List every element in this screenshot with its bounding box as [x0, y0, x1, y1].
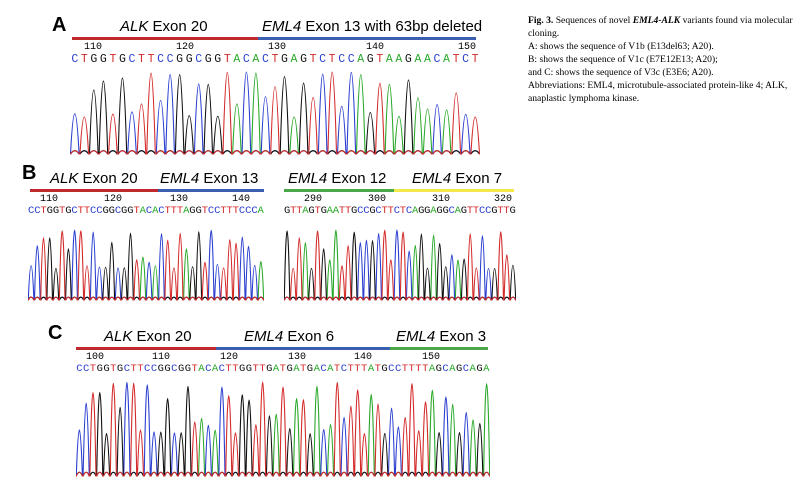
panel-c-alk-bar	[76, 347, 216, 350]
panel-a-letter: A	[52, 14, 67, 36]
panel-c-eml4-exon3-bar	[390, 347, 488, 350]
panel-a-pos-110: 110	[84, 42, 103, 53]
panel-b-left-sequence: CCTGGTGCTTCCGGCGGTACACTTTAGGTCCTTTCCCA	[28, 205, 264, 217]
panel-a-alk-label: ALK Exon 20	[120, 18, 208, 35]
panel-b-letter: B	[22, 162, 37, 184]
panel-b-eml4-exon13-label: EML4 Exon 13	[160, 170, 259, 187]
panel-c-eml4-exon3-label: EML4 Exon 3	[396, 328, 487, 345]
panel-b-eml4-exon12-label: EML4 Exon 12	[288, 170, 387, 187]
trace-t	[70, 71, 480, 155]
trace-t	[28, 230, 264, 301]
panel-c-pos-110: 110	[152, 352, 171, 363]
panel-c-sequence: CCTGGTGCTTCCGGCGGTACACTTGGTTGATGATGACATC…	[76, 363, 490, 375]
panel-a-chromatogram	[70, 71, 480, 155]
panel-c-eml4-exon6-bar	[216, 347, 390, 350]
panel-a-eml4-label: EML4 Exon 13 with 63bp deleted	[262, 18, 483, 35]
panel-b-pos-130: 130	[170, 194, 189, 205]
panel-c-pos-130: 130	[288, 352, 307, 363]
trace-t	[284, 229, 516, 301]
panel-b-pos-310: 310	[432, 194, 451, 205]
panel-a-pos-150: 150	[458, 42, 477, 53]
panel-a-pos-120: 120	[176, 42, 195, 53]
panel-a-alk-bar	[72, 37, 258, 40]
panel-b-pos-300: 300	[368, 194, 387, 205]
panel-c-alk-label: ALK Exon 20	[104, 328, 192, 345]
trace-c	[70, 71, 480, 155]
panel-c-pos-150: 150	[422, 352, 441, 363]
panel-c-letter: C	[48, 322, 63, 344]
panel-a-eml4-bar	[258, 37, 476, 40]
panel-b-left-chromatogram	[28, 229, 264, 301]
caption-line-a: A: shows the sequence of V1b (E13del63; …	[528, 41, 714, 52]
panel-c-pos-120: 120	[220, 352, 239, 363]
trace-g	[76, 385, 490, 477]
panel-b-pos-110: 110	[40, 194, 59, 205]
panel-a-pos-140: 140	[366, 42, 385, 53]
panel-b-pos-120: 120	[104, 194, 123, 205]
panel-b-eml4-exon13-bar	[158, 189, 264, 192]
panel-b-eml4-exon7-label: EML4 Exon 7	[412, 170, 503, 187]
panel-b-pos-320: 320	[494, 194, 513, 205]
panel-c-chromatogram	[76, 381, 490, 477]
caption-abbreviations: Abbreviations: EML4, microtubule-associa…	[528, 80, 788, 104]
panel-b-right-chromatogram	[284, 229, 516, 301]
panel-c-eml4-exon6-label: EML4 Exon 6	[244, 328, 335, 345]
caption-line-b: B: shows the sequence of V1c (E7E12E13; …	[528, 54, 718, 65]
trace-a	[70, 72, 480, 155]
panel-a-pos-130: 130	[268, 42, 287, 53]
panel-b-pos-290: 290	[304, 194, 323, 205]
panel-b-exon12-bar	[284, 189, 394, 192]
caption-title: Fig. 3. Sequences of novel EML4-ALK vari…	[528, 15, 793, 39]
panel-b-exon7-bar	[394, 189, 514, 192]
panel-c-pos-140: 140	[354, 352, 373, 363]
panel-c-pos-100: 100	[86, 352, 105, 363]
panel-b-right-sequence: GTTAGTGAATTGCCGCTTCTCAGGAGGCAGTTCCGTTG	[284, 205, 516, 217]
trace-t	[76, 381, 490, 477]
panel-b-pos-140: 140	[232, 194, 251, 205]
panel-b-alk-bar	[30, 189, 158, 192]
panel-b-alk-label: ALK Exon 20	[50, 170, 138, 187]
figure-caption: Fig. 3. Sequences of novel EML4-ALK vari…	[528, 14, 796, 105]
caption-line-c: and C: shows the sequence of V3c (E3E6; …	[528, 67, 714, 78]
